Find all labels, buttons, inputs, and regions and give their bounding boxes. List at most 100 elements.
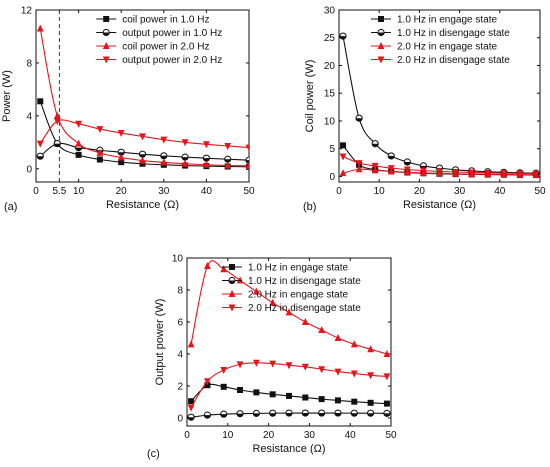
- data-point: [36, 152, 44, 160]
- y-tick-label: 5: [329, 144, 335, 155]
- data-point: [452, 169, 459, 177]
- data-point: [187, 404, 195, 412]
- legend-marker: [102, 42, 110, 49]
- data-point: [318, 326, 326, 333]
- y-tick-label: 4: [26, 111, 32, 122]
- plot-frame: [35, 9, 250, 183]
- data-point: [204, 262, 211, 269]
- x-tick-label: 0: [33, 186, 39, 197]
- data-point: [351, 398, 358, 405]
- data-point: [53, 118, 61, 126]
- y-tick-label: 25: [324, 33, 336, 44]
- data-point: [224, 155, 232, 163]
- legend-label: 1.0 Hz in engage state: [397, 15, 498, 26]
- data-point: [301, 363, 309, 371]
- y-tick-label: 0: [329, 172, 335, 183]
- legend-label: coil power in 1.0 Hz: [122, 15, 209, 26]
- data-point: [318, 366, 326, 374]
- legend-label: 2.0 Hz in disengage state: [397, 55, 510, 66]
- data-point: [181, 159, 189, 167]
- data-point: [220, 410, 228, 418]
- data-point: [36, 24, 44, 32]
- panel-label: (b): [303, 201, 316, 213]
- x-tick-label: 5.5: [52, 186, 66, 197]
- legend: 1.0 Hz in engage state 1.0 Hz in disengag…: [222, 263, 361, 314]
- data-point: [96, 156, 103, 163]
- y-axis-title: Power (W): [1, 70, 13, 122]
- data-point: [203, 411, 211, 419]
- data-point: [420, 167, 427, 175]
- data-point: [253, 389, 260, 396]
- data-point: [301, 409, 309, 417]
- data-point: [269, 298, 277, 306]
- plot-area: [339, 32, 540, 179]
- x-tick-label: 10: [73, 186, 85, 197]
- data-point: [269, 391, 276, 398]
- legend-marker: [228, 276, 236, 285]
- data-point: [403, 158, 411, 166]
- x-tick-label: 50: [243, 186, 255, 197]
- legend: 1.0 Hz in engage state 1.0 Hz in disengag…: [371, 15, 510, 66]
- x-tick-label: 0: [336, 186, 342, 197]
- data-point: [203, 141, 210, 149]
- data-point: [371, 140, 379, 148]
- y-tick-label: 2: [177, 382, 183, 393]
- data-point: [245, 144, 249, 152]
- data-point: [139, 156, 146, 164]
- data-point: [202, 154, 210, 162]
- data-point: [237, 387, 244, 393]
- data-point: [334, 409, 342, 417]
- data-point: [160, 158, 168, 166]
- legend-label: 1.0 Hz in disengage state: [248, 276, 361, 287]
- data-point: [96, 126, 104, 134]
- plot-frame: [186, 257, 392, 427]
- data-point: [339, 153, 347, 161]
- x-tick-label: 40: [345, 430, 357, 441]
- data-point: [383, 373, 391, 381]
- x-tick-label: 30: [454, 186, 466, 197]
- data-point: [236, 361, 244, 369]
- chart-panel-a: 0 5.5 10 20 30 40 50 0 4 8 12 Resistance (Ω) Power (…: [1, 6, 255, 214]
- legend-item: output power in 2.0 Hz: [96, 55, 222, 66]
- x-tick-label: 10: [374, 186, 386, 197]
- data-point: [285, 308, 293, 316]
- data-point: [318, 396, 325, 403]
- data-point: [139, 133, 146, 141]
- data-point: [36, 140, 44, 148]
- data-point: [367, 345, 374, 353]
- legend-label: 1.0 Hz in disengage state: [397, 28, 510, 39]
- y-tick-label: 30: [324, 6, 336, 17]
- x-tick-label: 50: [534, 186, 546, 197]
- data-point: [236, 410, 244, 418]
- data-point: [285, 409, 293, 417]
- legend-label: coil power in 2.0 Hz: [122, 42, 209, 53]
- legend-marker: [377, 42, 385, 49]
- y-axis-title: Output power (W): [154, 299, 166, 386]
- data-point: [75, 120, 82, 128]
- plot-area: [187, 260, 391, 421]
- data-point: [383, 350, 391, 357]
- data-point: [160, 152, 168, 160]
- data-point: [367, 399, 374, 406]
- data-point: [301, 318, 309, 325]
- legend-marker: [228, 290, 236, 297]
- legend-label: output power in 2.0 Hz: [122, 55, 222, 66]
- x-tick-label: 40: [201, 186, 213, 197]
- y-tick-label: 0: [177, 414, 183, 425]
- x-tick-label: 20: [263, 430, 275, 441]
- data-point: [484, 169, 492, 177]
- data-point: [334, 368, 342, 376]
- data-point: [367, 372, 374, 380]
- data-point: [203, 160, 210, 168]
- data-point: [318, 409, 326, 417]
- data-point: [138, 150, 147, 158]
- x-tick-label: 30: [158, 186, 170, 197]
- data-point: [181, 139, 189, 147]
- y-tick-label: 6: [177, 318, 183, 329]
- legend-label: 2.0 Hz in engage state: [397, 42, 498, 53]
- legend-item: coil power in 2.0 Hz: [96, 42, 209, 53]
- chart-panel-c: 0 10 20 30 40 50 0 2 4 6 8 10 Resistance (Ω) Output p…: [147, 254, 397, 461]
- legend-label: output power in 1.0 Hz: [122, 28, 222, 39]
- data-point: [403, 166, 411, 174]
- legend-label: 2.0 Hz in disengage state: [248, 303, 361, 314]
